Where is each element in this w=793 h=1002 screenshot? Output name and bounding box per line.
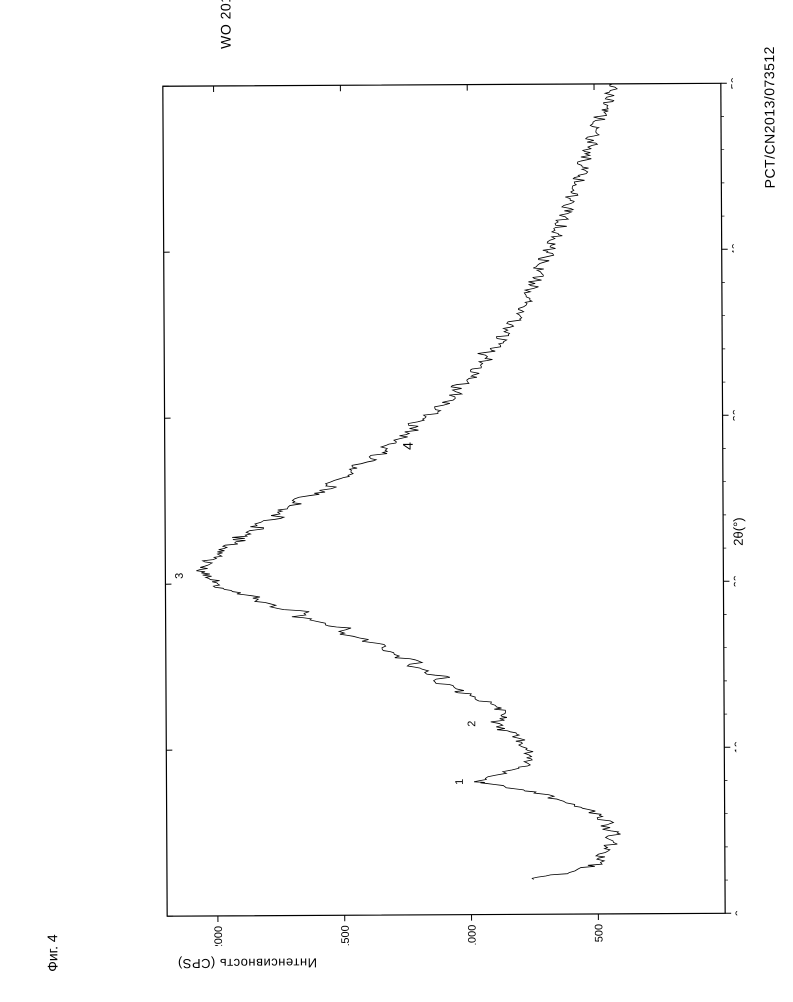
header-left: WO 2013/143499 — [217, 0, 234, 49]
xrd-chart: 0 10 20 30 40 50 500 1000 1500 2000 1 2 3 — [93, 73, 738, 946]
header-right: PCT/CN2013/073512 — [761, 46, 778, 188]
svg-text:50: 50 — [730, 77, 738, 89]
page: WO 2013/143499 PCT/CN2013/073512 4 Фиг. … — [0, 0, 793, 1002]
svg-text:2: 2 — [466, 721, 478, 727]
svg-text:10: 10 — [733, 741, 737, 753]
svg-text:40: 40 — [731, 243, 738, 255]
chart-svg: 0 10 20 30 40 50 500 1000 1500 2000 1 2 3 — [93, 73, 738, 946]
y-axis-label: Интенсивность (CPS) — [177, 955, 317, 971]
x-axis-label: 2θ(°) — [731, 517, 746, 545]
svg-text:1: 1 — [454, 779, 466, 785]
svg-text:1500: 1500 — [340, 925, 352, 946]
svg-text:1000: 1000 — [467, 925, 479, 947]
svg-text:0: 0 — [734, 910, 737, 916]
svg-text:2000: 2000 — [213, 926, 225, 947]
svg-text:3: 3 — [174, 573, 186, 579]
figure-caption: Фиг. 4 — [44, 934, 60, 972]
svg-text:500: 500 — [593, 924, 605, 942]
svg-text:20: 20 — [732, 575, 737, 587]
svg-text:30: 30 — [732, 409, 738, 421]
